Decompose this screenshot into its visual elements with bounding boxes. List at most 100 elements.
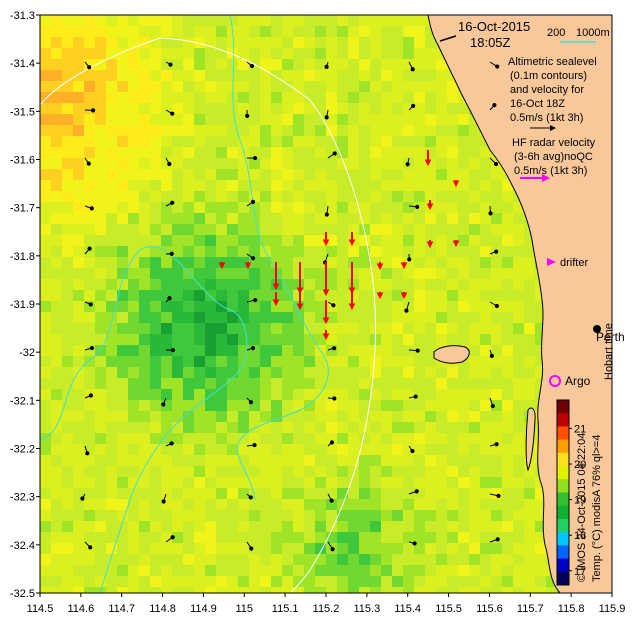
sst-pixel [183,455,194,466]
sst-pixel [502,191,513,202]
sst-pixel [216,191,227,202]
sst-pixel [370,70,381,81]
sst-pixel [205,235,216,246]
sst-pixel [392,59,403,70]
sst-pixel [172,136,183,147]
sst-pixel [40,411,51,422]
velocity-arrowhead [413,542,416,545]
sst-pixel [359,125,370,136]
sst-pixel [436,312,447,323]
sst-pixel [150,169,161,180]
sst-pixel [62,279,73,290]
velocity-arrowhead [253,443,256,446]
sst-pixel [238,543,249,554]
sst-pixel [161,114,172,125]
sst-pixel [73,389,84,400]
sst-pixel [414,499,425,510]
sst-pixel [293,70,304,81]
sst-pixel [271,15,282,26]
sst-pixel [458,389,469,400]
sst-pixel [403,411,414,422]
sst-pixel [282,554,293,565]
sst-pixel [491,224,502,235]
sst-pixel [293,565,304,576]
sst-pixel [326,92,337,103]
sst-pixel [95,70,106,81]
sst-pixel [106,356,117,367]
sst-pixel [414,235,425,246]
sst-pixel [491,312,502,323]
sst-pixel [62,59,73,70]
sst-pixel [304,455,315,466]
sst-pixel [447,378,458,389]
sst-pixel [524,334,535,345]
sst-pixel [51,554,62,565]
sst-pixel [403,565,414,576]
sst-pixel [414,246,425,257]
sst-pixel [172,169,183,180]
sst-pixel [150,422,161,433]
sst-pixel [425,455,436,466]
sst-pixel [359,158,370,169]
sst-pixel [403,147,414,158]
sst-pixel [414,81,425,92]
sst-pixel [293,257,304,268]
sst-pixel [381,510,392,521]
sst-pixel [51,15,62,26]
sst-pixel [271,59,282,70]
sst-pixel [370,499,381,510]
sst-pixel [238,576,249,587]
sst-pixel [315,521,326,532]
sst-pixel [95,389,106,400]
sst-pixel [403,532,414,543]
sst-pixel [392,345,403,356]
sst-pixel [62,37,73,48]
colorbar-segment [557,400,569,414]
sst-pixel [370,444,381,455]
sst-pixel [183,279,194,290]
sst-pixel [194,147,205,158]
sst-pixel [436,488,447,499]
sst-pixel [447,147,458,158]
sst-pixel [403,389,414,400]
velocity-arrowhead [332,304,335,307]
sst-pixel [73,378,84,389]
velocity-arrowhead [171,112,174,115]
sst-pixel [337,532,348,543]
sst-pixel [51,477,62,488]
sst-pixel [216,103,227,114]
sst-pixel [194,367,205,378]
sst-pixel [370,367,381,378]
sst-pixel [227,169,238,180]
sst-pixel [469,455,480,466]
sst-pixel [62,499,73,510]
sst-pixel [502,268,513,279]
colorbar-segment [557,532,569,546]
velocity-arrowhead [89,394,92,397]
sst-pixel [260,532,271,543]
sst-pixel [502,488,513,499]
sst-pixel [139,477,150,488]
sst-pixel [40,532,51,543]
sst-pixel [205,367,216,378]
sst-pixel [128,125,139,136]
sst-pixel [227,213,238,224]
sst-pixel [249,103,260,114]
sst-pixel [216,92,227,103]
sst-pixel [348,213,359,224]
sst-pixel [436,477,447,488]
sst-pixel [106,26,117,37]
sst-pixel [326,323,337,334]
sst-pixel [62,334,73,345]
sst-pixel [161,301,172,312]
sst-pixel [447,565,458,576]
sst-pixel [183,565,194,576]
sst-pixel [337,136,348,147]
sst-pixel [216,532,227,543]
sst-pixel [513,488,524,499]
sst-pixel [128,180,139,191]
sst-pixel [117,114,128,125]
sst-pixel [84,378,95,389]
sst-pixel [304,26,315,37]
sst-pixel [480,400,491,411]
